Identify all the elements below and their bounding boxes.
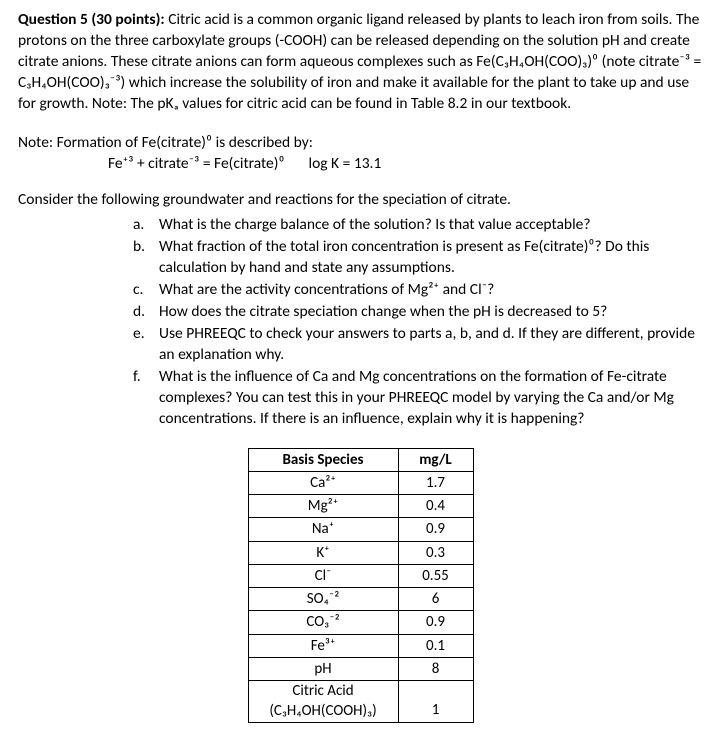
table-header-row: Basis Species mg/L	[248, 448, 473, 471]
cell: Ca²⁺	[248, 471, 398, 494]
cell: 1	[398, 681, 473, 723]
col-header: mg/L	[398, 448, 473, 471]
table-row: SO₄⁻²6	[248, 588, 473, 611]
part-text: Use PHREEQC to check your answers to par…	[159, 324, 703, 366]
citric-line2: (C₃H₄OH(COOH)₃)	[255, 701, 392, 721]
note-line2: Fe⁺³ + citrate⁻³ = Fe(citrate)⁰ log K = 1…	[18, 154, 703, 175]
part-c: c. What are the activity concentrations …	[133, 280, 703, 301]
table-container: Basis Species mg/L Ca²⁺1.7 Mg²⁺0.4 Na⁺0.…	[18, 448, 703, 723]
intro-paragraph: Question 5 (30 points): Citric acid is a…	[18, 10, 703, 115]
table-row: Na⁺0.9	[248, 518, 473, 541]
table-row: Fe³⁺0.1	[248, 634, 473, 657]
table-row: Mg²⁺0.4	[248, 495, 473, 518]
part-text: What is the charge balance of the soluti…	[159, 215, 703, 236]
part-letter: d.	[133, 302, 159, 323]
part-letter: c.	[133, 280, 159, 301]
part-letter: b.	[133, 237, 159, 279]
part-text: How does the citrate speciation change w…	[159, 302, 703, 323]
cell: 8	[398, 657, 473, 680]
part-d: d. How does the citrate speciation chang…	[133, 302, 703, 323]
part-f: f. What is the influence of Ca and Mg co…	[133, 367, 703, 430]
table-row: Ca²⁺1.7	[248, 471, 473, 494]
cell: 0.1	[398, 634, 473, 657]
cell: 0.9	[398, 518, 473, 541]
table-row: Citric Acid (C₃H₄OH(COOH)₃) 1	[248, 681, 473, 723]
cell: Na⁺	[248, 518, 398, 541]
cell: K⁺	[248, 541, 398, 564]
note-equation: Fe⁺³ + citrate⁻³ = Fe(citrate)⁰	[108, 154, 285, 173]
note-logk: log K = 13.1	[309, 154, 382, 173]
cell: pH	[248, 657, 398, 680]
table-row: CO₃⁻²0.9	[248, 611, 473, 634]
cell: 0.3	[398, 541, 473, 564]
table-row: K⁺0.3	[248, 541, 473, 564]
cell: 0.9	[398, 611, 473, 634]
table-row: pH8	[248, 657, 473, 680]
part-a: a. What is the charge balance of the sol…	[133, 215, 703, 236]
cell: 1.7	[398, 471, 473, 494]
question-heading: Question 5 (30 points):	[18, 10, 168, 29]
species-table: Basis Species mg/L Ca²⁺1.7 Mg²⁺0.4 Na⁺0.…	[248, 448, 474, 723]
cell: Cl⁻	[248, 564, 398, 587]
parts-list: a. What is the charge balance of the sol…	[18, 215, 703, 429]
part-letter: a.	[133, 215, 159, 236]
note-block: Note: Formation of Fe(citrate)⁰ is descr…	[18, 133, 703, 175]
cell: SO₄⁻²	[248, 588, 398, 611]
note-line1: Note: Formation of Fe(citrate)⁰ is descr…	[18, 133, 703, 154]
cell-citric: Citric Acid (C₃H₄OH(COOH)₃)	[248, 681, 398, 723]
table-row: Cl⁻0.55	[248, 564, 473, 587]
cell: Fe³⁺	[248, 634, 398, 657]
cell: CO₃⁻²	[248, 611, 398, 634]
part-letter: f.	[133, 367, 159, 430]
consider-line: Consider the following groundwater and r…	[18, 190, 703, 211]
part-letter: e.	[133, 324, 159, 366]
cell: 0.4	[398, 495, 473, 518]
part-text: What are the activity concentrations of …	[159, 280, 703, 301]
part-text: What is the influence of Ca and Mg conce…	[159, 367, 703, 430]
cell: 0.55	[398, 564, 473, 587]
cell: 6	[398, 588, 473, 611]
citric-line1: Citric Acid	[255, 681, 392, 701]
part-b: b. What fraction of the total iron conce…	[133, 237, 703, 279]
part-e: e. Use PHREEQC to check your answers to …	[133, 324, 703, 366]
cell: Mg²⁺	[248, 495, 398, 518]
col-header: Basis Species	[248, 448, 398, 471]
part-text: What fraction of the total iron concentr…	[159, 237, 703, 279]
